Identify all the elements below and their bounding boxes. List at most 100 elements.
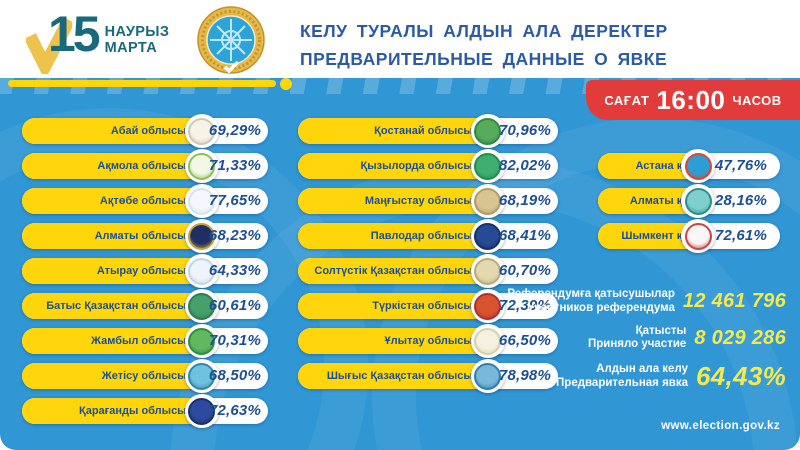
zhambyl-region-emblem-icon xyxy=(184,324,219,358)
stat-label: Алдын ала келу Предварительная явка xyxy=(556,363,688,391)
region-name: Алматы қ. xyxy=(629,195,686,207)
turnout-percentage: 70,96% xyxy=(498,122,551,139)
region-name: Жетісу облысы xyxy=(101,370,187,382)
turnout-percentage: 47,76% xyxy=(714,157,767,174)
region-row: Шымкент қ. 72,61% xyxy=(598,219,780,253)
region-column-2: Қостанай облысы 70,96% Қызылорда облысы 82,… xyxy=(298,114,558,393)
stat-value: 64,43% xyxy=(696,361,786,392)
emblem-core xyxy=(684,187,712,215)
turnout-percentage: 71,33% xyxy=(208,157,261,174)
central-election-commission-seal-icon xyxy=(197,6,265,74)
title-kazakh: КЕЛУ ТУРАЛЫ АЛДЫН АЛА ДЕРЕКТЕР xyxy=(300,21,668,41)
stat-row: Алдын ала келу Предварительная явка 64,43% xyxy=(486,361,786,392)
emblem-core xyxy=(474,327,502,355)
emblem-core xyxy=(474,292,502,320)
website-link[interactable]: www.election.gov.kz xyxy=(661,420,780,432)
region-name: Ақмола облысы xyxy=(97,160,187,172)
main-panel: САҒАТ 16:00 ЧАСОВ Абай облысы 69,29% Ақмол… xyxy=(0,78,800,450)
region-name: Алматы облысы xyxy=(94,230,187,242)
region-name: Шығыс Қазақстан облысы xyxy=(326,370,473,382)
region-row: Солтүстік Қазақстан облысы 60,70% xyxy=(298,254,558,288)
region-name-band: Ақмола облысы xyxy=(22,153,202,179)
region-name: Қостанай облысы xyxy=(374,125,473,137)
region-name: Жамбыл облысы xyxy=(91,335,187,347)
emblem-core xyxy=(684,222,712,250)
aqtobe-region-emblem-icon xyxy=(184,184,219,218)
time-badge: САҒАТ 16:00 ЧАСОВ xyxy=(586,80,800,120)
astana-city-emblem-icon xyxy=(681,149,716,183)
time-label-kk: САҒАТ xyxy=(604,92,650,108)
region-row: Атырау облысы 64,33% xyxy=(22,254,268,288)
emblem-core xyxy=(188,187,216,215)
date-months: НАУРЫЗ МАРТА xyxy=(104,24,170,57)
page-title: КЕЛУ ТУРАЛЫ АЛДЫН АЛА ДЕРЕКТЕР ПРЕДВАРИТ… xyxy=(300,21,668,70)
checkmark-icon xyxy=(26,16,72,74)
turnout-percentage: 70,31% xyxy=(208,332,261,349)
stat-label-ru: Участников референдума xyxy=(527,301,675,314)
city-column: Астана қ. 47,76% Алматы қ. 28,16% Шымкент қ.… xyxy=(598,149,780,253)
region-name-band: Алматы қ. xyxy=(598,188,697,214)
turnout-percentage: 64,33% xyxy=(208,262,261,279)
stat-value: 8 029 286 xyxy=(694,326,786,349)
turkistan-region-emblem-icon xyxy=(470,289,505,323)
emblem-core xyxy=(474,152,502,180)
ulytau-region-emblem-icon xyxy=(470,324,505,358)
karaganda-region-emblem-icon xyxy=(184,394,219,428)
turnout-percentage: 68,23% xyxy=(208,227,261,244)
east-kazakhstan-region-emblem-icon xyxy=(470,359,505,393)
emblem-core xyxy=(188,222,216,250)
region-name-band: Ұлытау облысы xyxy=(298,328,488,354)
emblem-core xyxy=(188,152,216,180)
turnout-percentage: 69,29% xyxy=(208,122,261,139)
turnout-percentage: 72,39% xyxy=(498,297,551,314)
yellow-accent-dot xyxy=(280,78,292,90)
emblem-core xyxy=(188,362,216,390)
region-name-band: Батыс Қазақстан облысы xyxy=(22,293,202,319)
region-name-band: Жамбыл облысы xyxy=(22,328,202,354)
stat-label-kk: Алдын ала келу xyxy=(596,362,689,375)
west-kazakhstan-region-emblem-icon xyxy=(184,289,219,323)
title-russian: ПРЕДВАРИТЕЛЬНЫЕ ДАННЫЕ О ЯВКЕ xyxy=(300,49,668,69)
region-row: Алматы қ. 28,16% xyxy=(598,184,780,218)
region-name-band: Қарағанды облысы xyxy=(22,398,202,424)
region-name-band: Жетісу облысы xyxy=(22,363,202,389)
region-row: Абай облысы 69,29% xyxy=(22,114,268,148)
header: 15 НАУРЫЗ МАРТА КЕЛУ ТУРАЛЫ АЛДЫН АЛА ДЕ… xyxy=(0,0,800,78)
turnout-percentage: 78,98% xyxy=(498,367,551,384)
date-logo: 15 НАУРЫЗ МАРТА xyxy=(26,8,169,74)
yellow-accent-bar xyxy=(8,80,276,87)
region-name-band: Алматы облысы xyxy=(22,223,202,249)
region-row: Шығыс Қазақстан облысы 78,98% xyxy=(298,359,558,393)
time-label-ru: ЧАСОВ xyxy=(732,92,782,108)
emblem-core xyxy=(188,397,216,425)
region-row: Ақтөбе облысы 77,65% xyxy=(22,184,268,218)
month-ru: МАРТА xyxy=(104,39,158,56)
north-kazakhstan-region-emblem-icon xyxy=(470,254,505,288)
region-name-band: Шығыс Қазақстан облысы xyxy=(298,363,488,389)
abai-region-emblem-icon xyxy=(184,114,219,148)
emblem-core xyxy=(474,187,502,215)
region-row: Жамбыл облысы 70,31% xyxy=(22,324,268,358)
zhetisu-region-emblem-icon xyxy=(184,359,219,393)
turnout-percentage: 60,61% xyxy=(208,297,261,314)
mangystau-region-emblem-icon xyxy=(470,184,505,218)
date-day: 15 xyxy=(48,6,101,62)
kyzylorda-region-emblem-icon xyxy=(470,149,505,183)
region-name-band: Маңғыстау облысы xyxy=(298,188,488,214)
turnout-percentage: 82,02% xyxy=(498,157,551,174)
emblem-core xyxy=(474,222,502,250)
region-row: Алматы облысы 68,23% xyxy=(22,219,268,253)
almaty-city-emblem-icon xyxy=(681,184,716,218)
region-row: Батыс Қазақстан облысы 60,61% xyxy=(22,289,268,323)
stat-row: Қатысты Приняло участие 8 029 286 xyxy=(486,325,786,353)
region-row: Қарағанды облысы 72,63% xyxy=(22,394,268,428)
stat-label: Қатысты Приняло участие xyxy=(588,325,686,353)
emblem-core xyxy=(188,257,216,285)
turnout-percentage: 77,65% xyxy=(208,192,261,209)
region-row: Павлодар облысы 68,41% xyxy=(298,219,558,253)
region-row: Жетісу облысы 68,50% xyxy=(22,359,268,393)
turnout-percentage: 72,61% xyxy=(714,227,767,244)
region-name: Қарағанды облысы xyxy=(79,405,187,417)
emblem-core xyxy=(188,117,216,145)
region-name: Ақтөбе облысы xyxy=(99,195,187,207)
